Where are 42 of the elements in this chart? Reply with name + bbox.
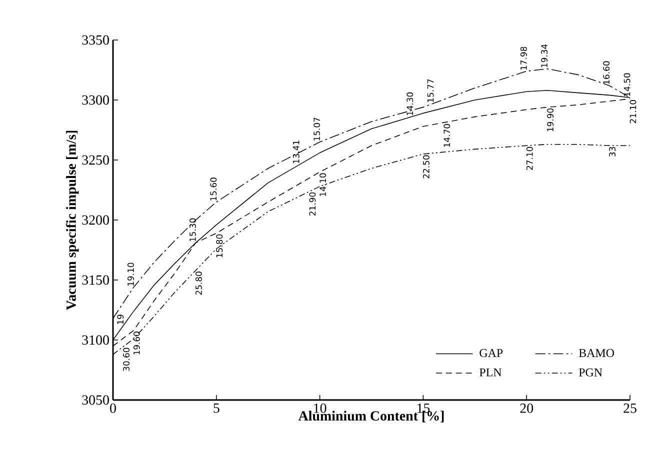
annotation: 14.30 (406, 92, 414, 116)
annotation: 15.07 (314, 118, 320, 140)
y-tick-label: 3100 (82, 335, 109, 345)
annotation: 15.60 (210, 178, 217, 200)
annotation: 22.50 (422, 155, 430, 178)
x-tick-label: 5 (214, 404, 220, 413)
annotation: 13.41 (292, 140, 300, 164)
annotation: 19.90 (547, 108, 554, 132)
legend-label: GAP (480, 349, 503, 358)
x-tick-label: 10 (314, 404, 326, 413)
y-tick-label: 3200 (82, 215, 109, 225)
legend-label: PGN (578, 368, 602, 376)
legend-label: BAMO (578, 349, 614, 358)
annotation: 21.10 (630, 100, 636, 124)
annotation: 33 (609, 146, 616, 156)
annotation: 14.70 (444, 124, 450, 147)
annotation: 15.80 (216, 234, 223, 258)
annotation: 14.50 (624, 73, 630, 96)
x-tick-label: 0 (110, 404, 116, 413)
y-tick-label: 3300 (82, 95, 109, 105)
y-axis-title: Vacuum specific impulse [m/s] (66, 130, 79, 310)
y-tick-label: 3250 (82, 155, 109, 165)
annotation: 19.60 (133, 332, 140, 354)
x-tick-label: 20 (520, 404, 534, 413)
annotation: 25.80 (196, 272, 202, 295)
annotation: 14.10 (320, 173, 326, 196)
annotation: 15.77 (427, 79, 434, 102)
x-tick-label: 25 (624, 404, 636, 413)
x-tick-label: 15 (417, 404, 430, 413)
annotation: 16.60 (603, 61, 610, 84)
annotation: 30.60 (123, 348, 130, 371)
annotation: 19.34 (541, 44, 548, 68)
annotation: 19 (117, 314, 124, 324)
y-tick-label: 3050 (82, 395, 109, 405)
legend-label: PLN (480, 368, 502, 376)
y-tick-label: 3150 (82, 275, 109, 285)
annotation: 15.30 (190, 218, 196, 242)
annotation: 21.90 (309, 192, 316, 216)
annotation: 19.10 (127, 262, 134, 286)
y-tick-label: 3350 (82, 35, 109, 45)
annotation: 27.10 (526, 146, 533, 170)
annotation: 17.98 (520, 46, 527, 70)
